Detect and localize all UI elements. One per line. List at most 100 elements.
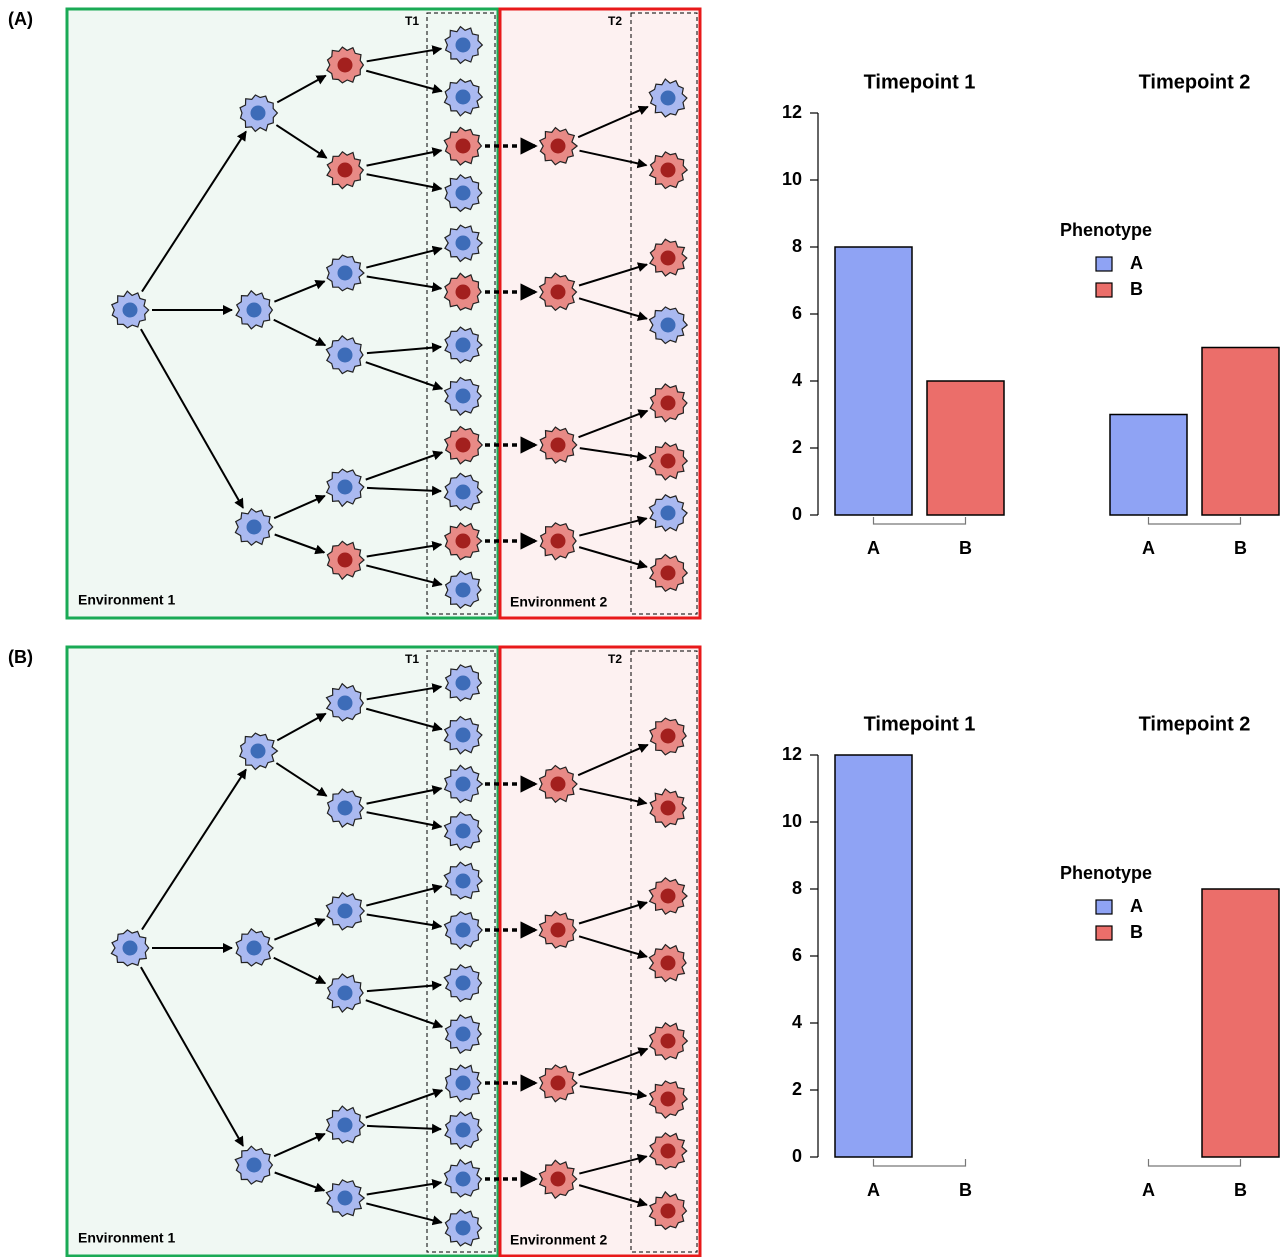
bar <box>1202 348 1279 516</box>
cell-nucleus <box>247 303 262 318</box>
cell-nucleus <box>661 506 676 521</box>
environment-2-label: Environment 2 <box>510 1232 607 1248</box>
cell-nucleus <box>456 236 471 251</box>
panel-label: (A) <box>8 9 33 29</box>
cell-nucleus <box>338 553 353 568</box>
environment-1-label: Environment 1 <box>78 1230 175 1246</box>
cell-nucleus <box>456 1076 471 1091</box>
x-bracket <box>1149 1159 1241 1166</box>
cell-nucleus <box>661 729 676 744</box>
x-tick-label: B <box>1234 538 1247 558</box>
cell-nucleus <box>456 1221 471 1236</box>
cell-nucleus <box>338 1118 353 1133</box>
cell-nucleus <box>338 801 353 816</box>
cell-nucleus <box>661 318 676 333</box>
cell-nucleus <box>551 438 566 453</box>
y-tick-label: 4 <box>792 370 802 390</box>
y-tick-label: 0 <box>792 1146 802 1166</box>
figure: (A)T1T2Environment 1Environment 2(B)T1T2… <box>0 0 1280 1257</box>
y-tick-label: 10 <box>782 811 802 831</box>
legend-label: B <box>1130 922 1143 942</box>
legend-label: B <box>1130 279 1143 299</box>
cell-nucleus <box>661 566 676 581</box>
y-tick-label: 10 <box>782 169 802 189</box>
cell-nucleus <box>661 1204 676 1219</box>
y-tick-label: 6 <box>792 303 802 323</box>
cell-nucleus <box>456 338 471 353</box>
cell-nucleus <box>456 923 471 938</box>
cell-nucleus <box>338 163 353 178</box>
legend-swatch <box>1096 926 1112 940</box>
legend-title: Phenotype <box>1060 220 1152 240</box>
cell-nucleus <box>661 1034 676 1049</box>
y-tick-label: 2 <box>792 1079 802 1099</box>
t1-label: T1 <box>405 652 419 666</box>
cell-nucleus <box>456 285 471 300</box>
cell-nucleus <box>456 1172 471 1187</box>
cell-nucleus <box>456 139 471 154</box>
x-tick-label: B <box>1234 1180 1247 1200</box>
bar <box>1110 415 1187 516</box>
cell-nucleus <box>661 454 676 469</box>
cell-nucleus <box>456 1123 471 1138</box>
cell-nucleus <box>551 285 566 300</box>
chart-title: Timepoint 1 <box>864 713 976 735</box>
x-bracket <box>874 1159 966 1166</box>
cell-nucleus <box>338 348 353 363</box>
y-tick-label: 8 <box>792 878 802 898</box>
legend-swatch <box>1096 257 1112 271</box>
y-tick-label: 2 <box>792 437 802 457</box>
cell-nucleus <box>456 1027 471 1042</box>
legend-swatch <box>1096 283 1112 297</box>
cell-nucleus <box>551 139 566 154</box>
x-tick-label: B <box>959 1180 972 1200</box>
bar <box>927 381 1004 515</box>
cell-nucleus <box>456 583 471 598</box>
legend-label: A <box>1130 896 1143 916</box>
legend-title: Phenotype <box>1060 863 1152 883</box>
cell-nucleus <box>123 303 138 318</box>
legend-swatch <box>1096 900 1112 914</box>
cell-nucleus <box>661 889 676 904</box>
cell-nucleus <box>338 266 353 281</box>
cell-nucleus <box>456 676 471 691</box>
cell-nucleus <box>661 91 676 106</box>
cell-nucleus <box>456 534 471 549</box>
cell-nucleus <box>338 986 353 1001</box>
cell-nucleus <box>456 874 471 889</box>
environment-2-label: Environment 2 <box>510 594 607 610</box>
environment-1-label: Environment 1 <box>78 592 175 608</box>
chart-title: Timepoint 2 <box>1139 71 1251 93</box>
y-tick-label: 6 <box>792 945 802 965</box>
cell-nucleus <box>338 904 353 919</box>
cell-nucleus <box>551 1076 566 1091</box>
y-tick-label: 8 <box>792 236 802 256</box>
y-tick-label: 12 <box>782 102 802 122</box>
cell-nucleus <box>123 941 138 956</box>
y-tick-label: 0 <box>792 504 802 524</box>
cell-nucleus <box>661 1144 676 1159</box>
cell-nucleus <box>661 163 676 178</box>
x-tick-label: B <box>959 538 972 558</box>
cell-nucleus <box>338 480 353 495</box>
t1-label: T1 <box>405 14 419 28</box>
x-bracket <box>874 517 966 524</box>
cell-nucleus <box>456 389 471 404</box>
cell-nucleus <box>661 251 676 266</box>
x-tick-label: A <box>1142 538 1155 558</box>
bar <box>835 755 912 1157</box>
cell-nucleus <box>661 1092 676 1107</box>
x-tick-label: A <box>1142 1180 1155 1200</box>
cell-nucleus <box>247 520 262 535</box>
x-bracket <box>1149 517 1241 524</box>
cell-nucleus <box>456 728 471 743</box>
cell-nucleus <box>456 824 471 839</box>
cell-nucleus <box>456 90 471 105</box>
cell-nucleus <box>247 1158 262 1173</box>
cell-nucleus <box>661 396 676 411</box>
x-tick-label: A <box>867 1180 880 1200</box>
chart-title: Timepoint 2 <box>1139 713 1251 735</box>
cell-nucleus <box>551 777 566 792</box>
cell-nucleus <box>551 923 566 938</box>
cell-nucleus <box>456 438 471 453</box>
